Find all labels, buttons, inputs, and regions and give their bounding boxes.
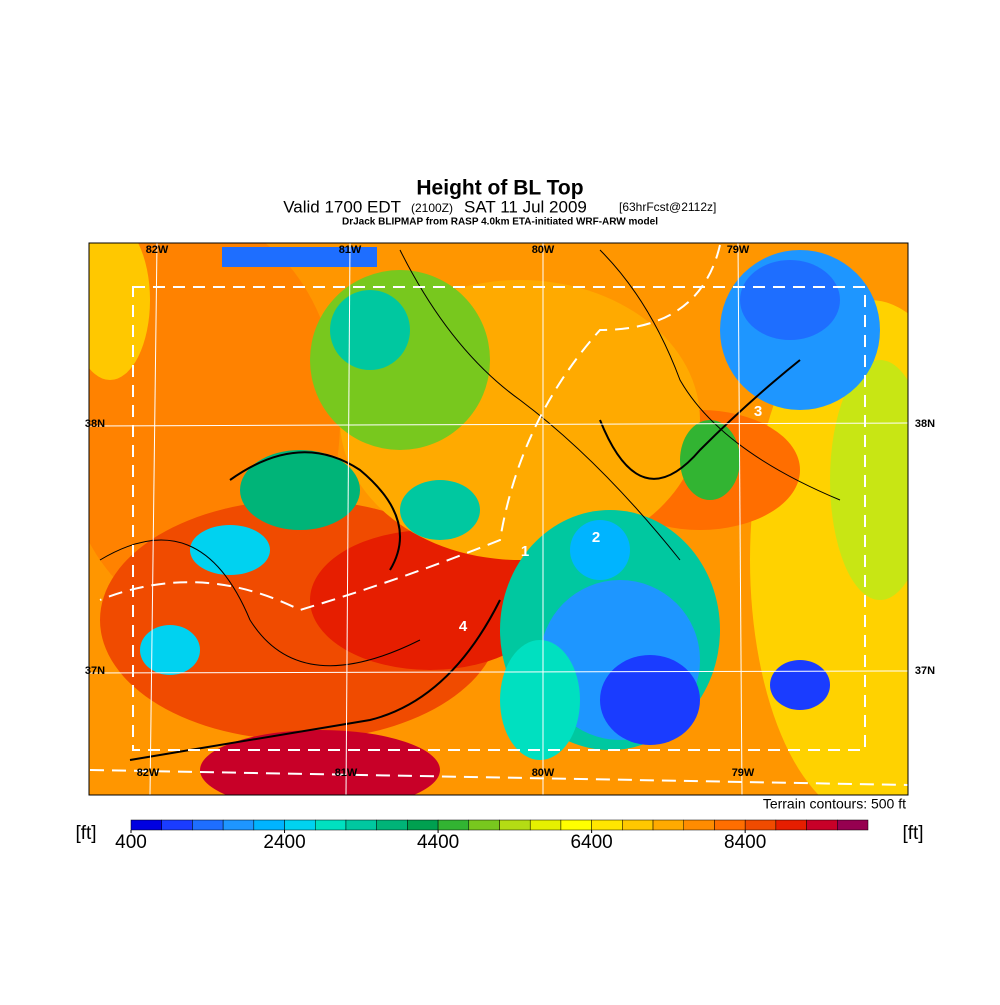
colorbar-cell <box>622 819 654 831</box>
forecast: [63hrFcst@2112z] <box>619 200 716 214</box>
colorbar-cell <box>253 819 285 831</box>
field <box>89 243 908 795</box>
source: DrJack BLIPMAP from RASP 4.0km ETA-initi… <box>342 217 658 228</box>
colorbar-cell <box>345 819 377 831</box>
colorbar-cell <box>837 819 869 831</box>
colorbar-cell <box>591 819 623 831</box>
lat-label: 37N <box>915 665 935 677</box>
unit-left: [ft] <box>75 823 96 844</box>
colorbar-cell <box>376 819 408 831</box>
colorbar-cell <box>407 819 439 831</box>
colorbar-cell <box>284 819 316 831</box>
domain-box <box>132 286 866 751</box>
colorbar-cell <box>130 819 162 831</box>
utc-time: (2100Z) <box>411 201 453 215</box>
map-labels: 82W 82W 81W 81W 80W 80W 79W 79W 38N 38N 37N 37N 1 2 3 4 <box>85 244 935 779</box>
colorbar-tick-label: 8400 <box>724 832 766 853</box>
colorbar-cell <box>222 819 255 831</box>
lon-label: 82W <box>137 767 160 779</box>
colorbar-cell <box>714 819 746 831</box>
lon-label: 82W <box>146 244 169 256</box>
lon-label: 80W <box>532 767 555 779</box>
site-marker: 1 <box>521 543 529 560</box>
unit-right: [ft] <box>902 823 923 844</box>
colorbar-cell <box>499 819 531 831</box>
lon-label: 79W <box>732 767 755 779</box>
colorbar-cell <box>744 819 777 831</box>
colorbar: 400 2400 4400 6400 8400 <box>115 819 869 853</box>
colorbar-cell <box>468 819 500 831</box>
graticule <box>88 242 909 796</box>
valid-time: Valid 1700 EDT <box>283 197 401 216</box>
colorbar-cell <box>529 819 562 831</box>
colorbar-cell <box>315 819 347 831</box>
lon-label: 81W <box>335 767 358 779</box>
colorbar-tick-label: 4400 <box>417 832 459 853</box>
colorbar-cell <box>161 819 193 831</box>
colorbar-cell <box>560 819 592 831</box>
colorbar-cell <box>775 819 807 831</box>
colorbar-tick-label: 2400 <box>263 832 305 853</box>
colorbar-cell <box>806 819 838 831</box>
terrain-note: Terrain contours: 500 ft <box>763 796 906 812</box>
colorbar-cell <box>192 819 224 831</box>
site-marker: 4 <box>459 618 468 635</box>
colorbar-tick-label: 400 <box>115 832 147 853</box>
lon-label: 81W <box>339 244 362 256</box>
title: Height of BL Top <box>416 177 583 200</box>
date: SAT 11 Jul 2009 <box>464 197 587 216</box>
map-frame <box>88 242 909 796</box>
colorbar-cell <box>437 819 470 831</box>
lat-label: 38N <box>85 418 105 430</box>
lat-label: 37N <box>85 665 105 677</box>
lon-label: 80W <box>532 244 555 256</box>
colorbar-tick-label: 6400 <box>570 832 612 853</box>
colorbar-cell <box>652 819 685 831</box>
lon-label: 79W <box>727 244 750 256</box>
colorbar-cell <box>683 819 715 831</box>
site-marker: 2 <box>592 529 600 546</box>
site-marker: 3 <box>754 403 762 420</box>
lat-label: 38N <box>915 418 935 430</box>
